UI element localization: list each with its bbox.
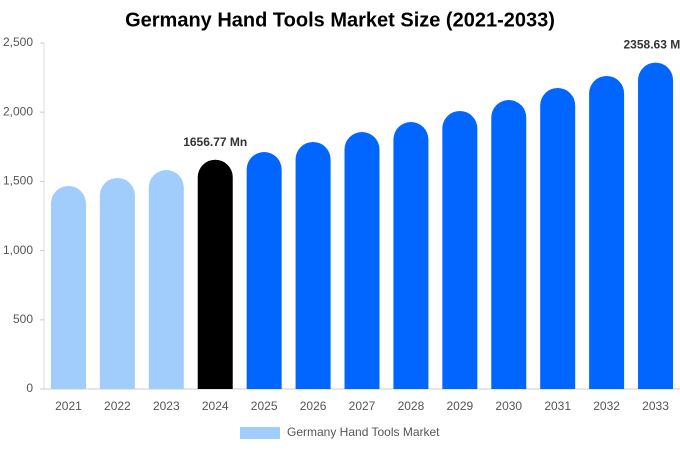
y-tick-label: 2,500 — [3, 35, 33, 49]
data-label: 2358.63 Mn — [624, 38, 680, 52]
bar — [442, 110, 478, 389]
x-tick-label: 2030 — [495, 399, 522, 413]
x-tick-label: 2031 — [544, 399, 571, 413]
bar — [491, 100, 527, 389]
bar — [246, 152, 282, 389]
bar — [148, 170, 184, 389]
legend-label: Germany Hand Tools Market — [287, 425, 440, 439]
legend-swatch — [240, 427, 280, 439]
y-tick-label: 1,500 — [3, 174, 33, 188]
bar — [589, 75, 625, 389]
y-tick-label: 0 — [26, 381, 33, 395]
y-tick-label: 500 — [13, 312, 33, 326]
data-label: 1656.77 Mn — [183, 135, 247, 149]
bar — [344, 131, 380, 389]
bar — [295, 141, 331, 389]
x-tick-label: 2024 — [202, 399, 229, 413]
bar — [540, 87, 576, 389]
x-tick-label: 2021 — [55, 399, 82, 413]
bar — [50, 185, 86, 389]
x-tick-label: 2025 — [251, 399, 278, 413]
bar — [393, 122, 429, 389]
x-tick-label: 2029 — [446, 399, 473, 413]
chart-title: Germany Hand Tools Market Size (2021-203… — [125, 9, 555, 31]
bar — [197, 159, 233, 389]
x-tick-label: 2032 — [593, 399, 620, 413]
x-tick-label: 2023 — [153, 399, 180, 413]
bar — [638, 62, 674, 389]
x-tick-label: 2027 — [349, 399, 376, 413]
x-tick-label: 2022 — [104, 399, 131, 413]
y-tick-label: 2,000 — [3, 104, 33, 118]
x-tick-label: 2026 — [300, 399, 327, 413]
x-tick-label: 2028 — [398, 399, 425, 413]
bar — [99, 177, 135, 389]
x-tick-label: 2033 — [642, 399, 669, 413]
y-tick-label: 1,000 — [3, 243, 33, 257]
